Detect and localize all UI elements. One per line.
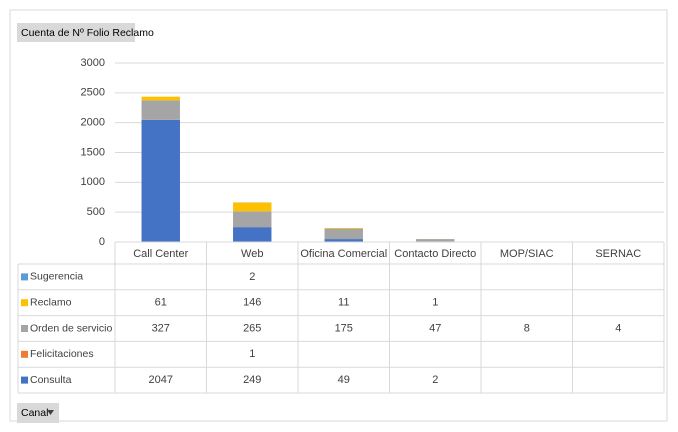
x-tick-label: MOP/SIAC bbox=[500, 248, 554, 260]
legend-swatch bbox=[21, 350, 28, 358]
legend-label: Reclamo bbox=[30, 296, 72, 308]
y-tick-label: 0 bbox=[99, 236, 105, 248]
table-value: 1 bbox=[432, 297, 438, 309]
bar-segment bbox=[416, 239, 455, 242]
legend-swatch bbox=[21, 325, 28, 332]
table-value: 2047 bbox=[149, 374, 173, 386]
y-tick-label: 1500 bbox=[81, 146, 105, 158]
x-tick-label: SERNAC bbox=[595, 248, 641, 260]
y-tick-label: 3000 bbox=[81, 57, 105, 69]
chart-frame bbox=[9, 9, 668, 422]
bar-segment bbox=[324, 228, 363, 240]
filter-label[interactable]: Canal bbox=[21, 407, 48, 419]
chart-title[interactable]: Cuenta de Nº Folio Reclamo bbox=[21, 27, 154, 39]
table-value: 4 bbox=[615, 322, 621, 334]
table-value: 11 bbox=[338, 297, 349, 309]
dropdown-arrow[interactable] bbox=[47, 410, 54, 415]
y-tick-label: 1000 bbox=[81, 176, 105, 188]
bar-segment bbox=[324, 239, 363, 242]
bar-segment bbox=[233, 211, 272, 228]
table-value: 47 bbox=[429, 322, 441, 334]
y-tick-label: 2500 bbox=[81, 87, 105, 99]
bar-segment bbox=[141, 119, 180, 242]
table-value: 146 bbox=[243, 297, 261, 309]
bar-segment bbox=[141, 96, 180, 101]
table-value: 175 bbox=[335, 322, 353, 334]
bar-segment bbox=[233, 202, 272, 212]
y-tick-label: 500 bbox=[87, 206, 105, 218]
table-value: 8 bbox=[524, 322, 530, 334]
table-value: 2 bbox=[432, 374, 438, 386]
legend-label: Felicitaciones bbox=[30, 348, 94, 360]
y-tick-label: 2000 bbox=[81, 117, 105, 129]
table-value: 61 bbox=[155, 297, 167, 309]
legend-swatch bbox=[21, 273, 28, 281]
table-value: 2 bbox=[249, 271, 255, 283]
table-value: 49 bbox=[338, 374, 350, 386]
filter-button[interactable] bbox=[17, 403, 59, 423]
table-value: 327 bbox=[152, 322, 170, 334]
legend-swatch bbox=[21, 299, 28, 307]
x-tick-label: Call Center bbox=[133, 248, 188, 260]
legend-label: Sugerencia bbox=[30, 271, 83, 283]
legend-swatch bbox=[21, 376, 28, 384]
title-button[interactable] bbox=[17, 23, 135, 42]
table-value: 249 bbox=[243, 374, 261, 386]
legend-label: Consulta bbox=[30, 374, 72, 386]
bar-segment bbox=[141, 100, 180, 120]
bar-segment bbox=[233, 227, 272, 242]
x-tick-label: Web bbox=[241, 248, 263, 260]
table-value: 1 bbox=[249, 348, 255, 360]
legend-label: Orden de servicio bbox=[30, 322, 112, 334]
x-tick-label: Oficina Comercial bbox=[300, 248, 387, 260]
x-tick-label: Contacto Directo bbox=[394, 248, 476, 260]
bar-segment bbox=[324, 227, 363, 229]
table-value: 265 bbox=[243, 322, 261, 334]
